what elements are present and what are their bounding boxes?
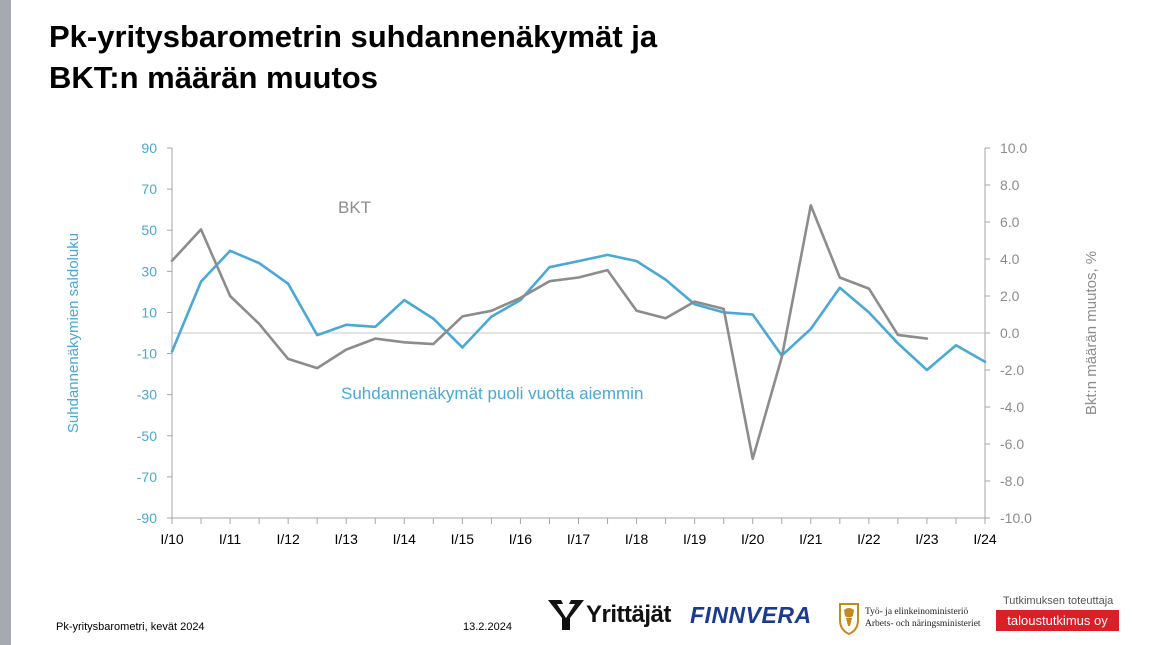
x-tick-label: I/24 [973, 531, 997, 547]
x-tick-label: I/15 [451, 531, 475, 547]
tem-name-sv: Arbets- och näringsministeriet [865, 619, 981, 629]
y-right-axis-title: Bkt:n määrän muutos, % [1083, 251, 1100, 415]
series-line-bkt [170, 204, 929, 461]
yrittajat-wordmark: Yrittäjät [586, 601, 671, 628]
left-tick-label: 70 [141, 181, 157, 197]
yrittajat-mark-icon [548, 600, 584, 630]
right-tick-label: 10.0 [1000, 140, 1027, 156]
left-tick-label: 50 [141, 222, 157, 238]
title-line-1: Pk-yritysbarometrin suhdannenäkymät ja [49, 19, 658, 54]
x-tick-label: I/22 [857, 531, 881, 547]
left-tick-label: -70 [137, 469, 157, 485]
x-tick-label: I/13 [335, 531, 359, 547]
yrittajat-logo: Yrittäjät [548, 598, 673, 632]
left-tick-label: -30 [137, 387, 157, 403]
x-tick-label: I/21 [799, 531, 823, 547]
page-title: Pk-yritysbarometrin suhdannenäkymät ja B… [49, 16, 949, 98]
x-tick-label: I/11 [219, 531, 242, 547]
right-tick-label: 8.0 [1000, 177, 1020, 193]
title-line-2: BKT:n määrän muutos [49, 60, 378, 95]
right-tick-label: 6.0 [1000, 214, 1020, 230]
series-line-suhdannenakymat [170, 249, 987, 372]
taloustutkimus-logo: taloustutkimus oy [996, 610, 1119, 631]
left-accent-bar [0, 0, 11, 645]
right-tick-label: 2.0 [1000, 288, 1020, 304]
right-tick-label: -8.0 [1000, 473, 1024, 489]
left-tick-label: -90 [137, 510, 157, 526]
right-tick-label: 0.0 [1000, 325, 1020, 341]
right-tick-label: -6.0 [1000, 436, 1024, 452]
series-label-bkt: BKT [338, 198, 371, 217]
tem-name-fi: Työ- ja elinkeinoministeriö [865, 607, 969, 617]
lion-crest-icon [839, 603, 859, 636]
x-tick-label: I/16 [509, 531, 533, 547]
footer-date: 13.2.2024 [463, 621, 512, 633]
left-tick-label: 10 [141, 304, 157, 320]
right-tick-label: -2.0 [1000, 362, 1024, 378]
footer-source: Pk-yritysbarometri, kevät 2024 [56, 621, 205, 633]
left-tick-label: 90 [141, 140, 157, 156]
x-tick-label: I/17 [567, 531, 591, 547]
x-tick-label: I/10 [160, 531, 184, 547]
left-tick-label: 30 [141, 263, 157, 279]
left-tick-label: -50 [137, 428, 157, 444]
x-tick-label: I/19 [683, 531, 707, 547]
x-tick-label: I/12 [276, 531, 300, 547]
right-tick-label: 4.0 [1000, 251, 1020, 267]
finnvera-logo: FINNVERA [690, 602, 812, 629]
x-tick-label: I/18 [625, 531, 649, 547]
right-tick-label: -4.0 [1000, 399, 1024, 415]
tem-logo: Työ- ja elinkeinoministeriö Arbets- och … [836, 600, 991, 636]
left-tick-label: -10 [137, 346, 157, 362]
x-tick-label: I/20 [741, 531, 765, 547]
x-tick-label: I/23 [915, 531, 939, 547]
provider-label: Tutkimuksen toteuttaja [1003, 595, 1114, 607]
right-tick-label: -10.0 [1000, 510, 1032, 526]
finnvera-wordmark: FINNVERA [690, 602, 812, 628]
y-left-axis-title: Suhdannenäkymien saldoluku [65, 233, 82, 433]
series-label-suhdannenakymat: Suhdannenäkymät puoli vuotta aiemmin [341, 384, 643, 403]
x-tick-label: I/14 [393, 531, 417, 547]
